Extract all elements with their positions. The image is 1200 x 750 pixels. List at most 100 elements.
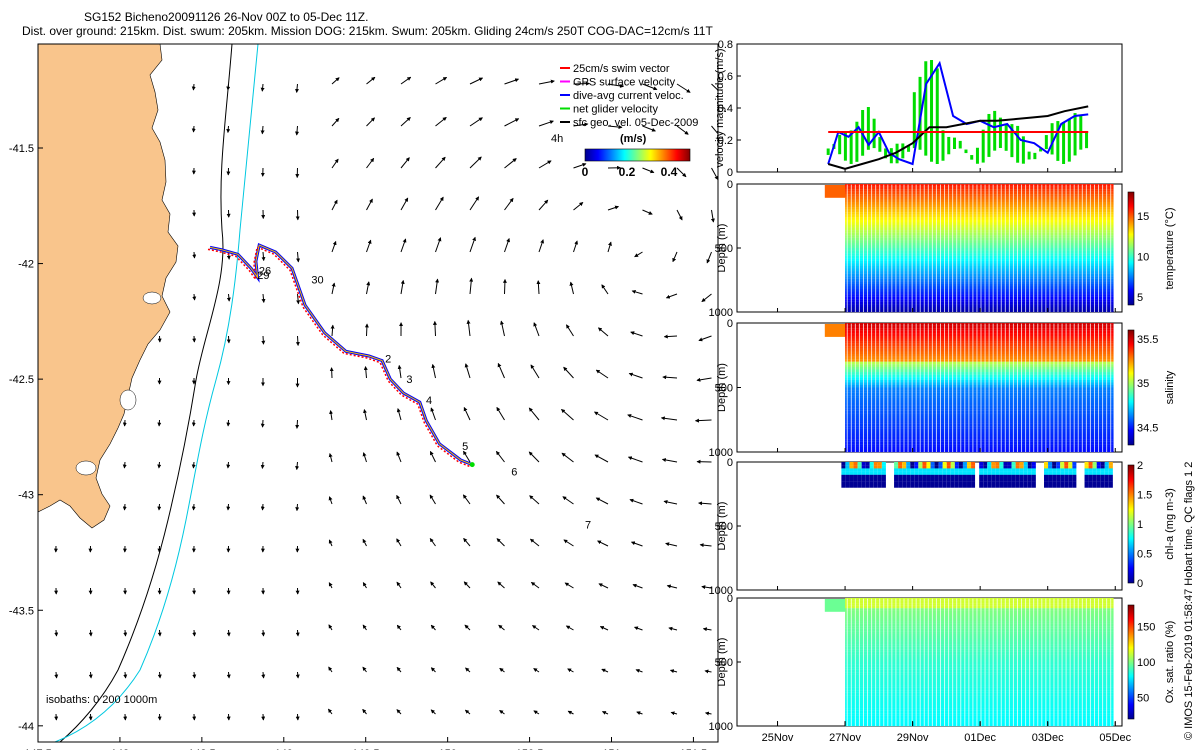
sfc-vel-arrow [598, 583, 609, 589]
track-day-label: 6 [511, 467, 517, 479]
chl-cell [906, 462, 911, 466]
section-band [845, 348, 1114, 352]
chl-cell [995, 478, 1000, 482]
chl-cell [954, 462, 959, 466]
section-band [845, 415, 1114, 419]
chl-cell [1092, 462, 1097, 466]
section-band [845, 258, 1114, 261]
sfc-vel-arrow [192, 671, 197, 679]
chl-cell [881, 462, 886, 466]
section-band [845, 330, 1114, 334]
sfc-vel-arrow [429, 537, 436, 547]
vel-y-tick-label: 0.2 [718, 135, 733, 147]
chl-cell [1044, 481, 1049, 485]
chl-cell [1031, 474, 1036, 479]
section-band [845, 444, 1114, 447]
chl-cell [857, 465, 862, 469]
sfc-vel-arrow [466, 319, 471, 337]
chl-cell [1060, 481, 1065, 485]
sfc-vel-arrow [497, 362, 505, 379]
sfc-vel-arrow [328, 666, 333, 673]
chl-cell [1104, 462, 1109, 466]
chl-cell [877, 471, 882, 475]
chl-cell [1015, 471, 1020, 475]
section-ylabel: salinity [1164, 370, 1176, 404]
section-band [845, 351, 1114, 355]
chl-cell [1044, 484, 1049, 488]
sfc-vel-arrow [331, 77, 340, 85]
chl-cell [1096, 484, 1101, 488]
chl-cell [1056, 478, 1061, 482]
chl-cell [873, 478, 878, 482]
sfc-vel-arrow [562, 496, 574, 505]
section-band [845, 431, 1114, 435]
chl-cell [1031, 478, 1036, 482]
chl-cell [954, 478, 959, 482]
colorbar-tick-label: 0 [1137, 578, 1143, 590]
sfc-vel-arrow [366, 239, 372, 253]
chl-cell [1092, 478, 1097, 482]
sfc-vel-arrow [260, 83, 265, 92]
chl-cell [1027, 484, 1032, 488]
chl-cell [1052, 462, 1057, 466]
chl-cell [938, 462, 943, 466]
chl-cell [991, 462, 996, 466]
sfc-vel-arrow [430, 581, 436, 589]
sfc-vel-arrow [569, 281, 574, 295]
chl-cell [1060, 484, 1065, 488]
chl-cell [1108, 462, 1113, 466]
chl-cell [983, 478, 988, 482]
section-band [845, 608, 1114, 611]
chl-cell [1068, 484, 1073, 488]
chl-cell [971, 468, 976, 472]
sfc-vel-arrow [563, 539, 574, 547]
chl-cell [950, 462, 955, 466]
chl-cell [1015, 474, 1020, 479]
section-band [845, 281, 1114, 284]
chl-cell [922, 468, 927, 472]
section-band [845, 217, 1114, 220]
section-band [845, 248, 1114, 251]
chl-cell [902, 465, 907, 469]
sfc-vel-arrow [363, 408, 367, 421]
sfc-vel-arrow [54, 629, 59, 637]
chl-cell [910, 478, 915, 482]
chl-cell [1092, 468, 1097, 472]
chl-cell [999, 478, 1004, 482]
chl-cell [999, 468, 1004, 472]
depth-axis-label: Depth (m) [716, 224, 728, 273]
chl-cell [861, 478, 866, 482]
sfc-vel-arrow [430, 709, 436, 715]
chl-cell [1104, 465, 1109, 469]
chl-cell [971, 474, 976, 479]
depth-tick-label: 500 [715, 243, 733, 255]
chl-cell [999, 474, 1004, 479]
chl-cell [877, 465, 882, 469]
chl-cell [845, 471, 850, 475]
chl-cell [967, 474, 972, 479]
chl-cell [930, 468, 935, 472]
sfc-vel-arrow [701, 585, 712, 590]
sfc-vel-arrow [400, 197, 409, 211]
chl-cell [1003, 468, 1008, 472]
sfc-vel-arrow [530, 581, 540, 589]
chl-cell [1027, 471, 1032, 475]
chl-cell [1015, 462, 1020, 466]
track-day-label: 3 [406, 374, 412, 386]
colorbar-tick-label: 50 [1137, 693, 1149, 705]
chl-cell [1060, 478, 1065, 482]
chl-cell [881, 474, 886, 479]
section-band [845, 325, 1114, 329]
chl-cell [991, 471, 996, 475]
chl-cell [926, 465, 931, 469]
sfc-vel-arrow [396, 451, 402, 463]
sfc-vel-arrow [396, 666, 402, 673]
section-band [845, 600, 1114, 604]
chl-cell [1031, 468, 1036, 472]
sfc-vel-arrow [400, 238, 407, 253]
chl-cell [926, 474, 931, 479]
colorbar-tick-label: 100 [1137, 657, 1155, 669]
chl-cell [841, 484, 846, 488]
depth-tick-label: 1000 [709, 721, 733, 733]
chl-cell [894, 468, 899, 472]
